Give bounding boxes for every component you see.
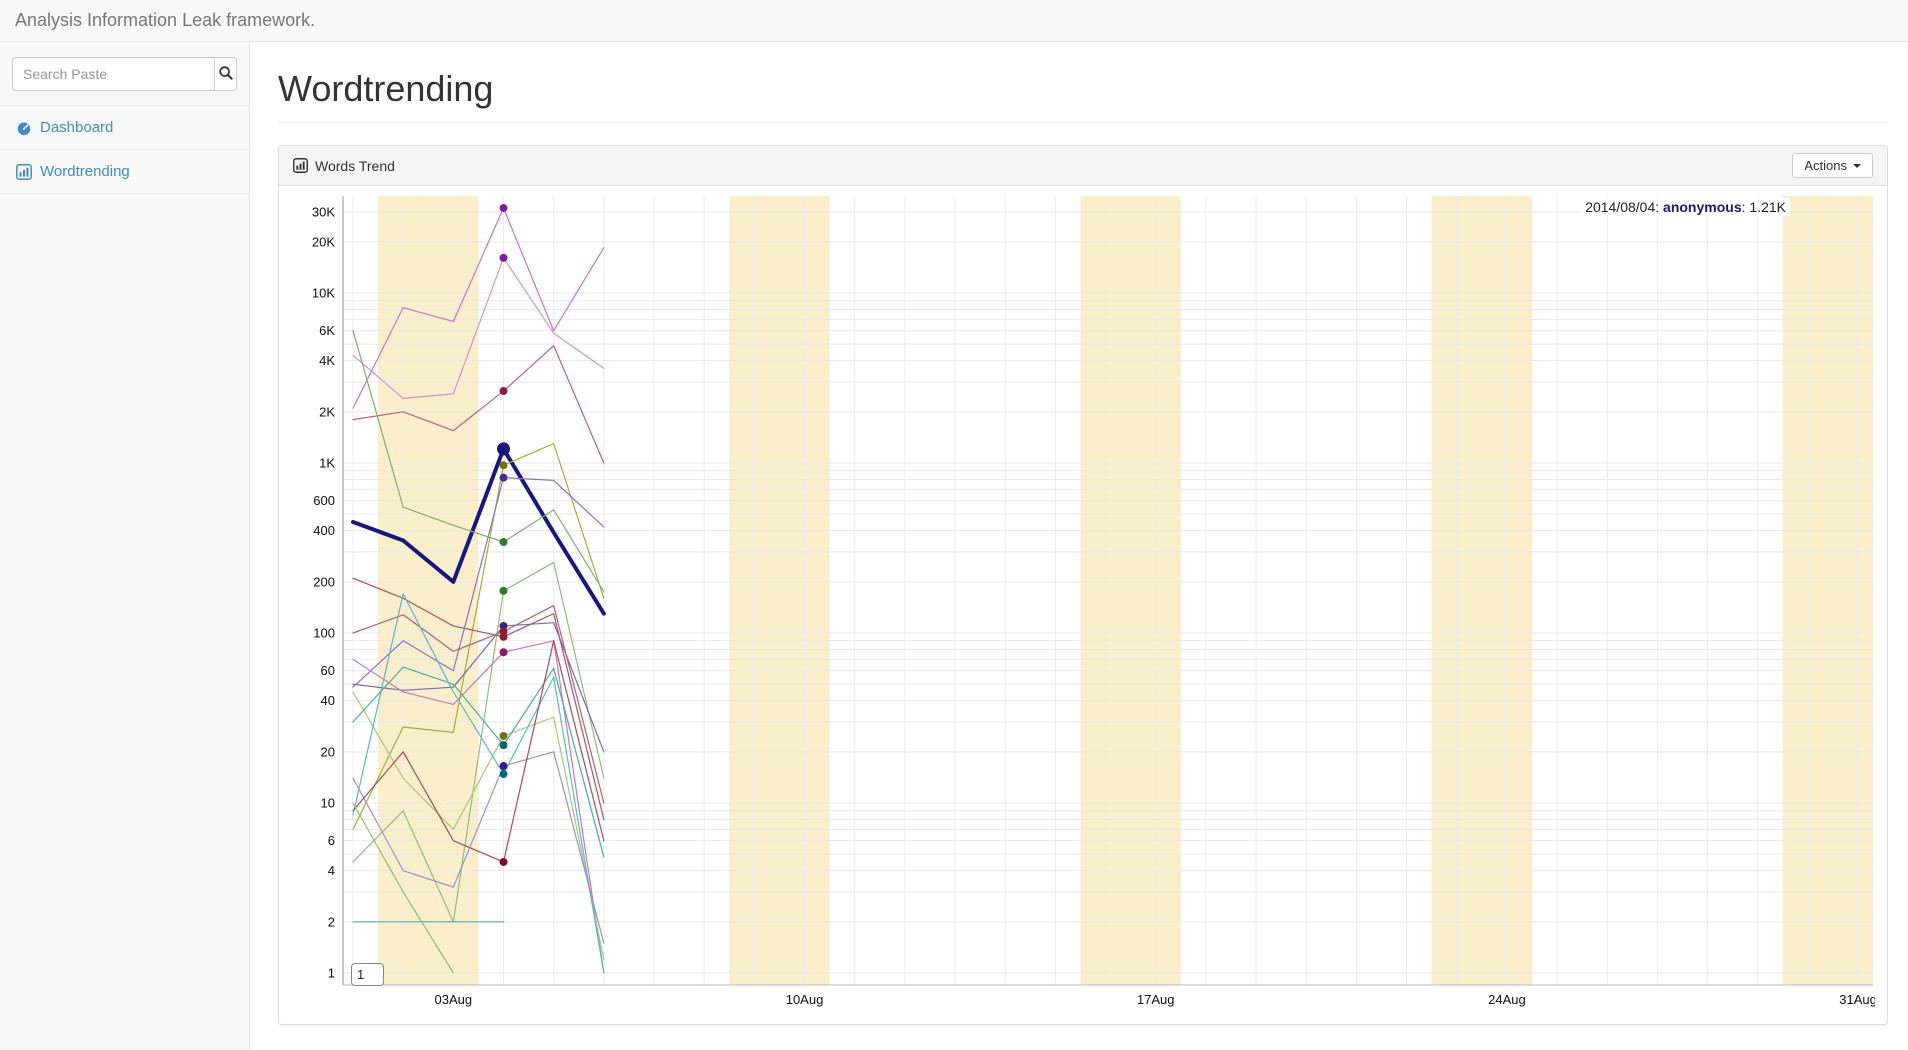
panel-body: 30K 20K 10K 6K 4K 2K 1K 600 400 200 100 60 40 20 10 6 4 2… (279, 186, 1887, 1024)
svg-text:10K: 10K (312, 286, 335, 301)
svg-text:03Aug: 03Aug (435, 992, 473, 1007)
bar-chart-icon (293, 158, 308, 173)
svg-text:6K: 6K (319, 323, 335, 338)
tooltip-sep: : (1655, 199, 1664, 215)
words-trend-chart: 30K 20K 10K 6K 4K 2K 1K 600 400 200 100 60 40 20 10 6 4 2… (287, 194, 1877, 1016)
panel-heading: Words Trend Actions (279, 146, 1887, 186)
svg-text:24Aug: 24Aug (1488, 992, 1526, 1007)
paste-search (12, 57, 237, 91)
tachometer-icon (16, 120, 32, 136)
svg-text:10Aug: 10Aug (786, 992, 824, 1007)
chart-tooltip: 2014/08/04: anonymous: 1.21K (1581, 198, 1790, 216)
words-trend-panel: Words Trend Actions 30K 20K 10K 6K 4K 2K 1K 600… (278, 145, 1888, 1025)
svg-text:10: 10 (321, 796, 335, 811)
search-button[interactable] (214, 57, 237, 91)
svg-text:31Aug: 31Aug (1839, 992, 1875, 1007)
tooltip-sep: : (1741, 199, 1750, 215)
svg-text:400: 400 (313, 523, 335, 538)
svg-text:2: 2 (328, 914, 335, 929)
svg-text:600: 600 (313, 493, 335, 508)
svg-text:20K: 20K (312, 234, 335, 249)
tooltip-date: 2014/08/04 (1585, 199, 1656, 215)
svg-text:1: 1 (328, 966, 335, 981)
svg-text:200: 200 (313, 574, 335, 589)
svg-text:30K: 30K (312, 204, 335, 219)
chevron-down-icon (1853, 163, 1861, 168)
svg-text:20: 20 (321, 744, 335, 759)
bar-chart-icon (16, 163, 32, 180)
main-content: Wordtrending Words Trend Actions 30K 20K 1… (250, 42, 1908, 1050)
sidebar: Dashboard Wordtrending (0, 42, 250, 1050)
min-occurrence-input[interactable] (351, 963, 384, 986)
svg-text:60: 60 (321, 663, 335, 678)
trend-line-chart[interactable]: 30K 20K 10K 6K 4K 2K 1K 600 400 200 100 60 40 20 10 6 4 2… (287, 194, 1877, 1016)
actions-label: Actions (1804, 158, 1847, 173)
tooltip-word: anonymous (1663, 199, 1742, 215)
sidebar-nav: Dashboard Wordtrending (0, 105, 249, 194)
svg-text:6: 6 (328, 833, 335, 848)
svg-text:17Aug: 17Aug (1137, 992, 1175, 1007)
search-icon (218, 65, 234, 84)
sidebar-item-wordtrending[interactable]: Wordtrending (0, 150, 249, 194)
actions-dropdown-button[interactable]: Actions (1792, 153, 1873, 178)
svg-text:4: 4 (328, 863, 335, 878)
panel-title: Words Trend (315, 157, 395, 174)
svg-text:4K: 4K (319, 353, 335, 368)
svg-text:2K: 2K (319, 404, 335, 419)
svg-text:40: 40 (321, 693, 335, 708)
app-navbar: Analysis Information Leak framework. (0, 0, 1908, 42)
sidebar-item-label: Dashboard (40, 119, 114, 136)
app-brand: Analysis Information Leak framework. (15, 10, 316, 30)
sidebar-item-label: Wordtrending (40, 163, 130, 180)
svg-text:100: 100 (313, 626, 335, 641)
sidebar-item-dashboard[interactable]: Dashboard (0, 106, 249, 150)
tooltip-value: 1.21K (1749, 199, 1786, 215)
search-input[interactable] (12, 57, 214, 91)
svg-text:1K: 1K (319, 456, 335, 471)
page-title: Wordtrending (278, 68, 1888, 123)
